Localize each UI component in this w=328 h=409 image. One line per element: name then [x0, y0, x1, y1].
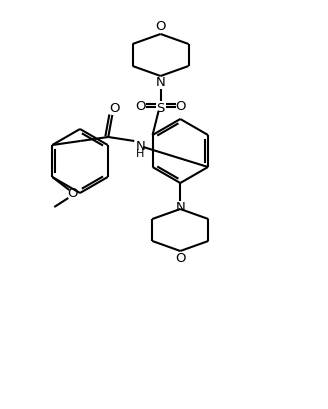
Text: O: O [175, 100, 186, 113]
Text: N: N [156, 76, 165, 89]
Text: S: S [156, 101, 165, 114]
Text: N: N [175, 201, 185, 214]
Text: N: N [135, 139, 145, 152]
Text: O: O [155, 20, 166, 34]
Text: O: O [109, 101, 119, 114]
Text: O: O [135, 100, 146, 113]
Text: O: O [67, 187, 77, 200]
Text: O: O [175, 252, 186, 265]
Text: H: H [136, 148, 144, 159]
